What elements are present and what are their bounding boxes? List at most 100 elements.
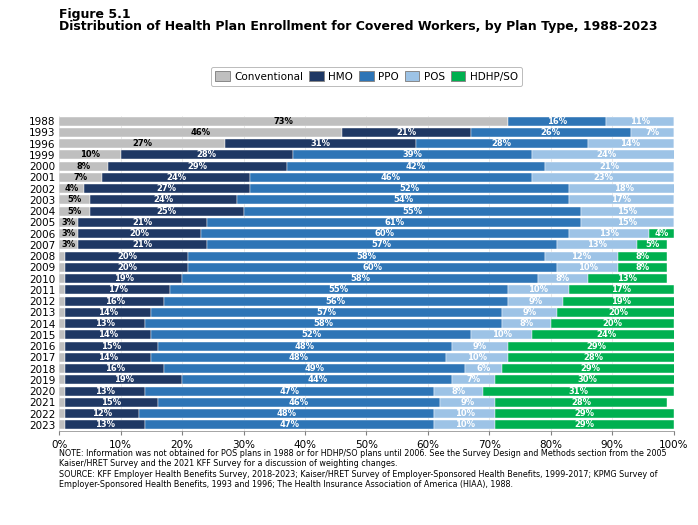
Bar: [59, 353, 66, 362]
Bar: [59, 263, 66, 272]
Bar: [533, 173, 674, 182]
Bar: [66, 331, 151, 339]
Text: 14%: 14%: [621, 139, 641, 148]
Bar: [59, 162, 108, 171]
Bar: [59, 229, 77, 238]
Bar: [66, 410, 139, 418]
Bar: [250, 173, 533, 182]
Text: 9%: 9%: [528, 297, 542, 306]
Bar: [151, 308, 502, 317]
Bar: [59, 364, 66, 373]
Text: 15%: 15%: [101, 398, 121, 407]
Bar: [440, 398, 496, 407]
Bar: [581, 218, 674, 227]
Bar: [446, 353, 507, 362]
Text: 19%: 19%: [114, 274, 134, 283]
Text: 7%: 7%: [645, 128, 659, 137]
Text: 10%: 10%: [454, 421, 475, 429]
Text: 15%: 15%: [618, 207, 637, 216]
Bar: [649, 229, 674, 238]
Bar: [59, 195, 90, 204]
Text: 55%: 55%: [329, 286, 349, 295]
Bar: [59, 151, 121, 159]
Text: 21%: 21%: [132, 240, 152, 249]
Text: 24%: 24%: [154, 195, 174, 204]
Text: 15%: 15%: [101, 342, 121, 351]
Text: 3%: 3%: [61, 229, 75, 238]
Bar: [563, 297, 680, 306]
Text: 9%: 9%: [522, 308, 536, 317]
Bar: [66, 353, 151, 362]
Text: 14%: 14%: [98, 330, 119, 339]
Text: 13%: 13%: [587, 240, 607, 249]
Bar: [452, 342, 507, 351]
Text: 31%: 31%: [568, 386, 588, 396]
Bar: [59, 410, 66, 418]
Bar: [77, 240, 207, 249]
Text: 57%: 57%: [372, 240, 392, 249]
Bar: [502, 364, 680, 373]
Text: 26%: 26%: [541, 128, 560, 137]
Bar: [170, 286, 507, 294]
Text: 12%: 12%: [92, 409, 112, 418]
Text: 11%: 11%: [630, 117, 650, 125]
Text: 29%: 29%: [574, 421, 595, 429]
Text: 10%: 10%: [528, 286, 549, 295]
Bar: [434, 387, 483, 395]
Bar: [66, 342, 158, 351]
Text: 8%: 8%: [77, 162, 91, 171]
Text: 10%: 10%: [577, 263, 597, 272]
Text: 10%: 10%: [80, 150, 100, 160]
Text: 58%: 58%: [313, 319, 334, 328]
Bar: [158, 342, 452, 351]
Text: 58%: 58%: [350, 274, 371, 283]
Text: 47%: 47%: [280, 421, 299, 429]
Bar: [59, 375, 66, 384]
Bar: [496, 410, 674, 418]
Text: 55%: 55%: [403, 207, 422, 216]
Text: 25%: 25%: [157, 207, 177, 216]
Text: 19%: 19%: [611, 297, 632, 306]
Text: 58%: 58%: [357, 251, 376, 260]
Bar: [557, 263, 618, 272]
Text: 5%: 5%: [645, 240, 659, 249]
Text: 4%: 4%: [654, 229, 669, 238]
Text: 13%: 13%: [599, 229, 619, 238]
Text: 21%: 21%: [599, 162, 619, 171]
Text: 14%: 14%: [98, 353, 119, 362]
Text: 27%: 27%: [132, 139, 152, 148]
Text: 29%: 29%: [188, 162, 207, 171]
Bar: [145, 421, 434, 429]
Text: 24%: 24%: [596, 330, 616, 339]
Bar: [544, 251, 618, 260]
Bar: [434, 421, 496, 429]
Text: 61%: 61%: [384, 218, 404, 227]
Bar: [496, 398, 667, 407]
Text: 48%: 48%: [276, 409, 297, 418]
Text: 13%: 13%: [618, 274, 637, 283]
Bar: [59, 331, 66, 339]
Bar: [207, 218, 581, 227]
Bar: [188, 251, 544, 260]
Text: 47%: 47%: [280, 386, 299, 396]
Bar: [588, 274, 667, 283]
Text: 19%: 19%: [114, 375, 134, 384]
Bar: [59, 297, 66, 306]
Text: Distribution of Health Plan Enrollment for Covered Workers, by Plan Type, 1988-2: Distribution of Health Plan Enrollment f…: [59, 20, 658, 33]
Bar: [59, 308, 66, 317]
Bar: [225, 139, 415, 148]
Text: 15%: 15%: [618, 218, 637, 227]
Text: 28%: 28%: [491, 139, 512, 148]
Bar: [237, 195, 569, 204]
Bar: [569, 184, 680, 193]
Text: 52%: 52%: [301, 330, 321, 339]
Bar: [471, 128, 630, 136]
Bar: [77, 229, 200, 238]
Bar: [434, 410, 496, 418]
Text: 29%: 29%: [574, 409, 595, 418]
Text: 48%: 48%: [295, 342, 315, 351]
Text: 10%: 10%: [467, 353, 487, 362]
Text: 20%: 20%: [602, 319, 622, 328]
Bar: [465, 364, 502, 373]
Text: 16%: 16%: [105, 364, 125, 373]
